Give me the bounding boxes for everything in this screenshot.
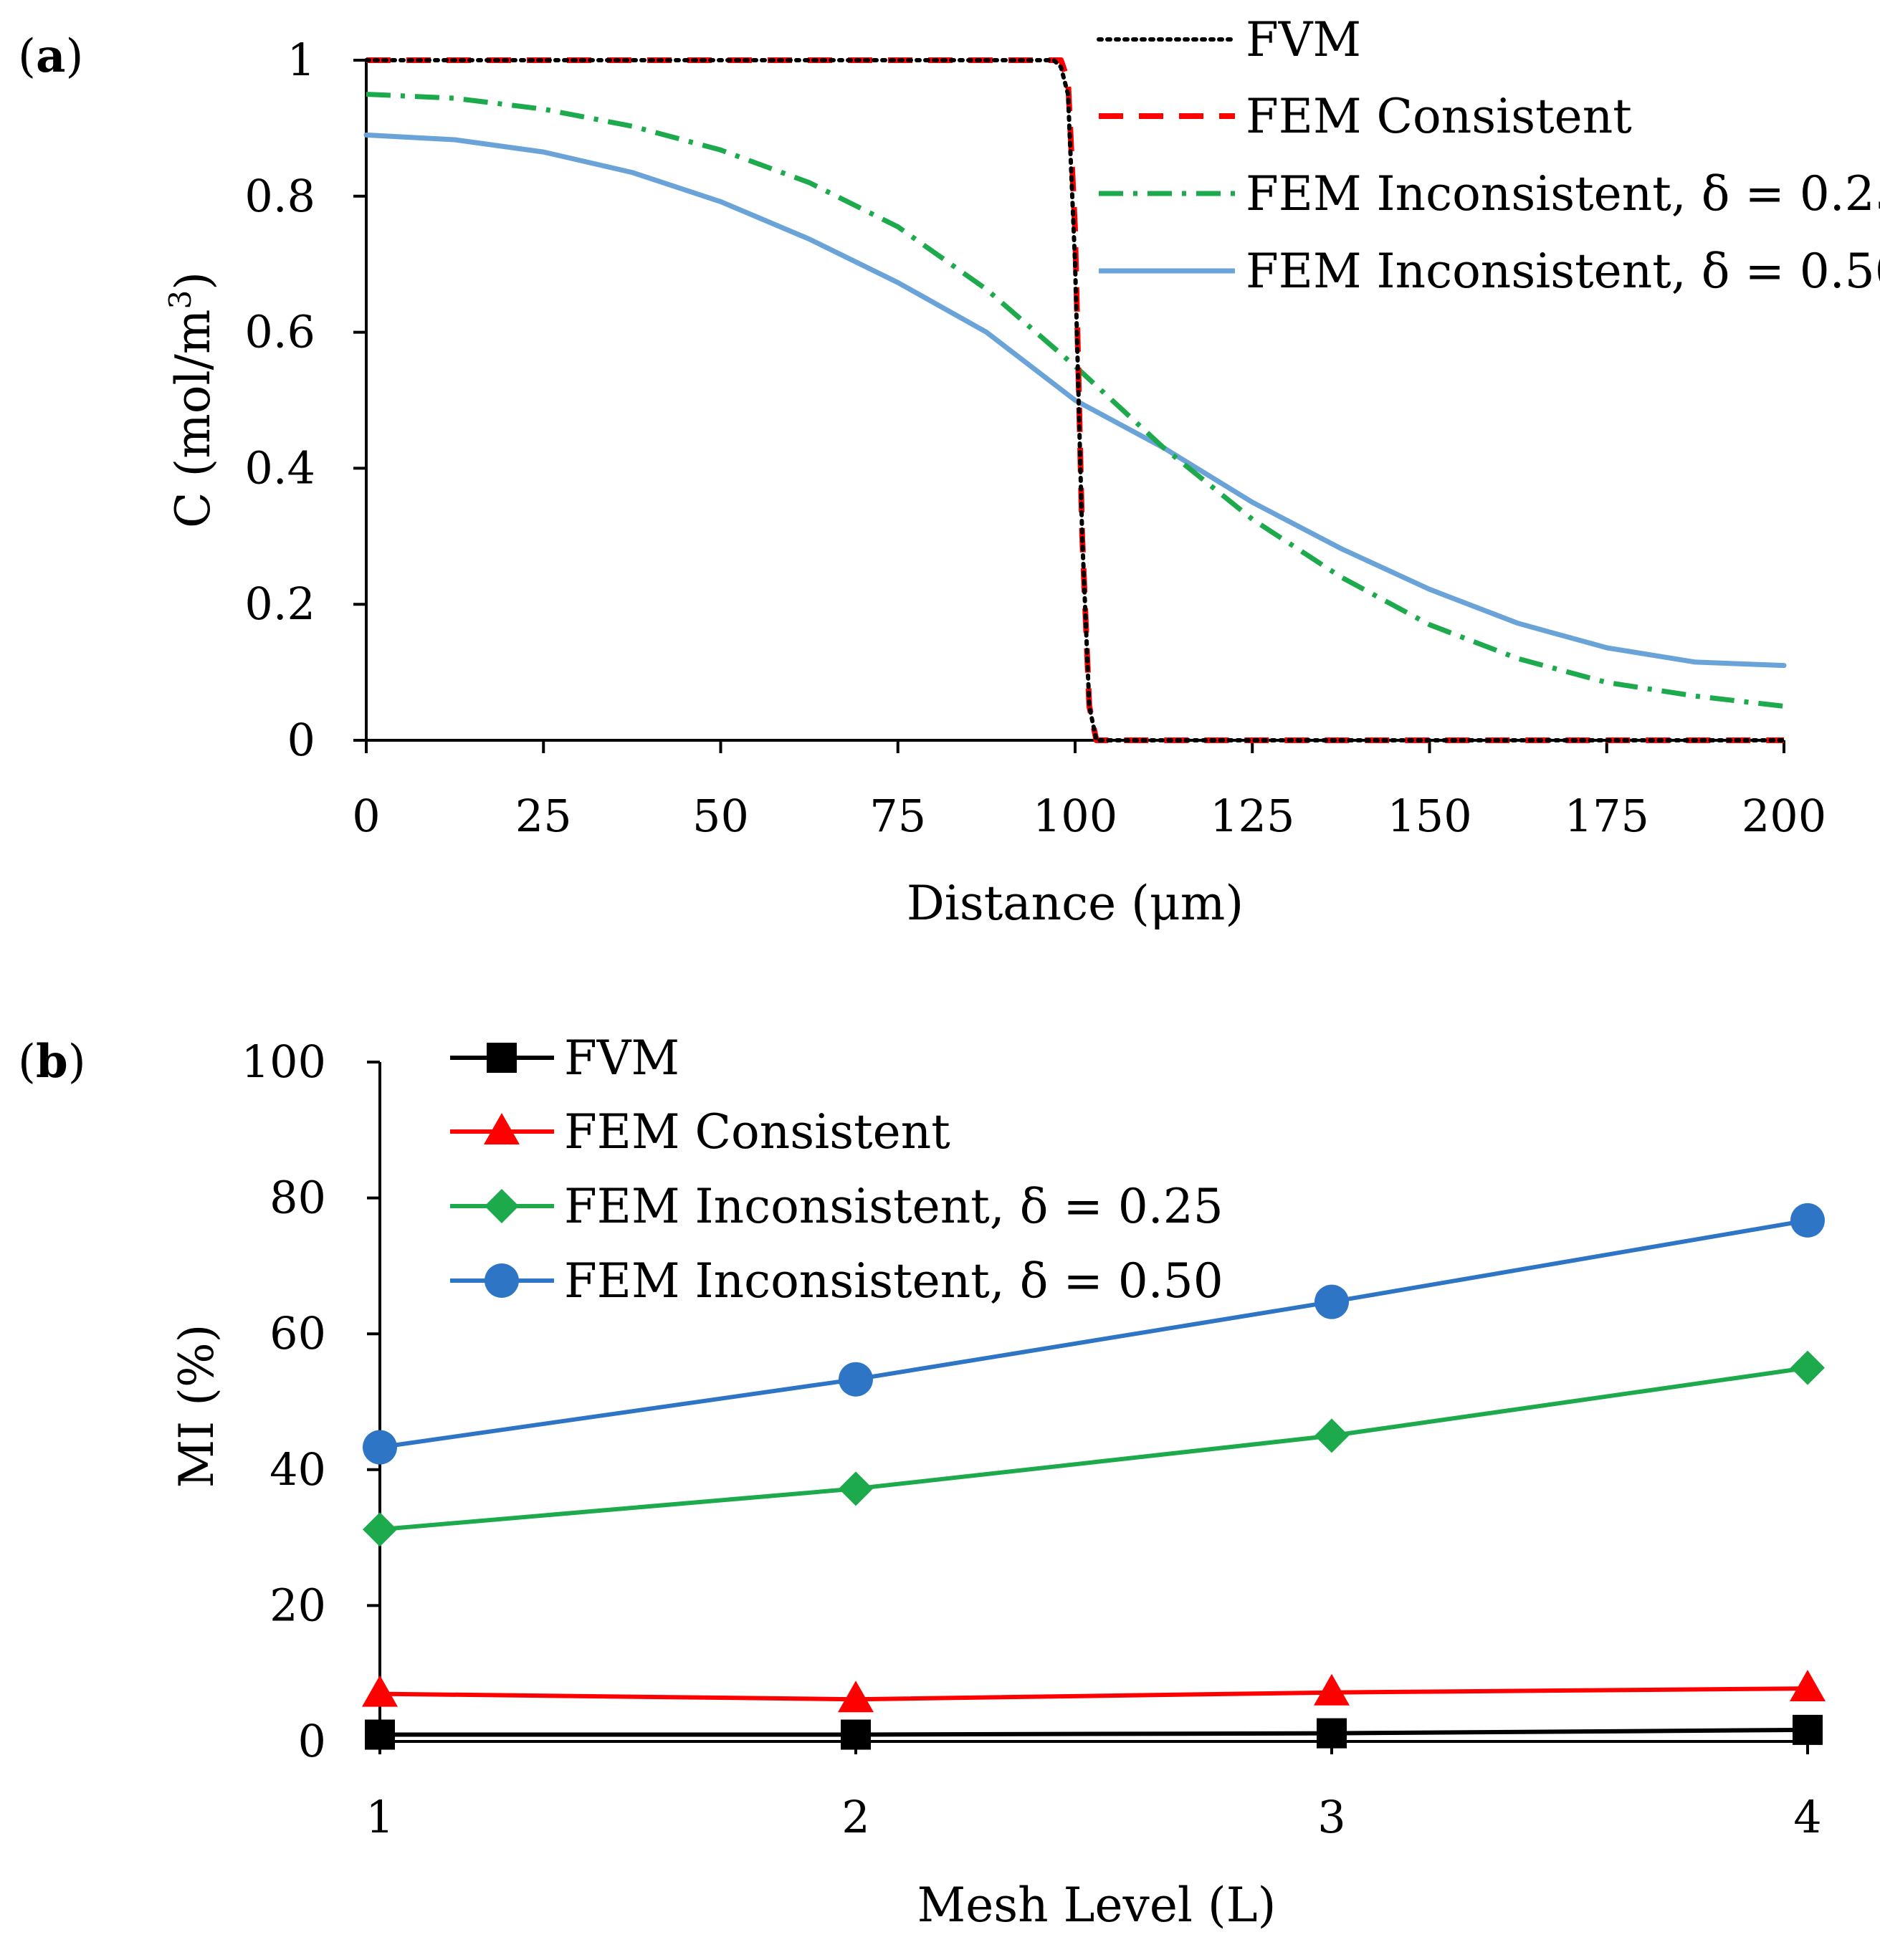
panel-b-point-fvm: [1793, 1714, 1823, 1745]
panel-a-y-tick-label: 0: [287, 714, 315, 766]
panel-a-y-axis-title-end: ): [166, 272, 221, 290]
panel-b-point-fem-inconsistent-delta-0-25: [363, 1512, 397, 1547]
panel-a-x-tick-label: 200: [1742, 790, 1826, 842]
panel-b-point-fem-inconsistent-delta-0-25: [839, 1471, 873, 1506]
panel-a-x-ticks: 0 25 50 75 100 125 150 175 200: [352, 740, 1826, 842]
panel-b-legend: FVM FEM Consistent FEM Inconsistent, δ = 0…: [450, 1031, 1223, 1309]
panel-b-x-ticks: 1 2 3 4: [366, 1741, 1822, 1843]
panel-b-x-tick-label: 2: [841, 1791, 869, 1843]
panel-b-point-fem-inconsistent-delta-0-50: [363, 1430, 397, 1465]
panel-b-legend-marker-fem-inconsistent-delta-0-25: [485, 1189, 519, 1223]
panel-b-x-tick-label: 1: [366, 1791, 393, 1843]
panel-b-x-tick-label: 4: [1793, 1791, 1821, 1843]
panel-a-y-axis-title: C (mol/m3): [163, 272, 221, 528]
panel-b-legend-label-fem-inconsistent-delta-0-50: FEM Inconsistent, δ = 0.50: [564, 1253, 1223, 1309]
panel-a-y-tick-label: 0.2: [244, 578, 315, 630]
panel-b-y-ticks: 0 20 40 60 80 100: [242, 1036, 380, 1767]
panel-b-label: (b): [18, 1035, 86, 1089]
panel-a-legend-label-fem-inconsistent-050: FEM Inconsistent, δ = 0.50: [1246, 244, 1880, 299]
panel-b-y-axis-title: MI (%): [169, 1324, 224, 1488]
panel-a-legend-label-fem-inconsistent-025: FEM Inconsistent, δ = 0.25: [1246, 166, 1880, 221]
panel-b-legend-label-fvm: FVM: [564, 1031, 679, 1086]
panel-b-legend-marker-fem-consistent: [484, 1113, 520, 1144]
panel-b-x-axis-title: Mesh Level (L): [917, 1878, 1277, 1933]
panel-b-series: [362, 1203, 1826, 1750]
panel-b-legend-marker-fem-inconsistent-delta-0-50: [485, 1263, 519, 1298]
panel-a-legend: FVM FEM Consistent FEM Inconsistent, δ =…: [1097, 12, 1880, 299]
panel-a-x-tick-label: 25: [515, 790, 572, 842]
panel-b: (b) 1 2 3 4 0 20 40 60 80 100 Mesh Level (L) MI …: [18, 1031, 1826, 1933]
panel-a-open-paren: (: [18, 30, 36, 83]
panel-b-y-tick-label: 100: [242, 1036, 326, 1088]
panel-b-point-fem-inconsistent-delta-0-25: [1314, 1418, 1349, 1453]
panel-b-point-fem-consistent: [1790, 1670, 1826, 1702]
panel-b-series-line-fem-inconsistent-delta-0-25: [379, 1365, 1808, 1532]
panel-a-letter: a: [36, 29, 65, 83]
panel-a-series-line-fem-inconsistent-delta-0-50: [363, 132, 1787, 669]
panel-b-point-fem-inconsistent-delta-0-50: [1790, 1203, 1825, 1238]
panel-a-x-tick-label: 50: [692, 790, 749, 842]
panel-b-point-fvm: [1317, 1718, 1347, 1749]
panel-a-y-tick-label: 1: [287, 34, 315, 86]
panel-b-point-fem-inconsistent-delta-0-50: [839, 1362, 873, 1397]
panel-a-legend-label-fem-consistent: FEM Consistent: [1246, 89, 1632, 144]
panel-a-y-axis-title-sup: 3: [163, 290, 198, 310]
panel-b-letter: b: [36, 1035, 68, 1089]
panel-b-series-line-fvm: [380, 1727, 1808, 1737]
panel-a-y-ticks: 0 0.2 0.4 0.6 0.8 1: [244, 34, 366, 766]
panel-b-y-tick-label: 40: [269, 1443, 326, 1496]
panel-a-x-tick-label: 175: [1565, 790, 1649, 842]
panel-a-y-tick-label: 0.6: [244, 306, 315, 358]
panel-b-legend-label-fem-consistent: FEM Consistent: [564, 1104, 950, 1160]
panel-a-x-tick-label: 150: [1387, 790, 1471, 842]
panel-a-y-axis-title-main: C (mol/m: [166, 310, 221, 528]
panel-b-y-tick-label: 20: [269, 1579, 326, 1631]
panel-b-point-fvm: [365, 1719, 395, 1750]
panel-b-series-line-fem-inconsistent-delta-0-50: [379, 1218, 1808, 1450]
panel-b-legend-marker-fvm: [487, 1043, 517, 1073]
panel-b-series-line-fem-consistent: [379, 1686, 1808, 1702]
panel-a-x-tick-label: 0: [352, 790, 380, 842]
panel-a-x-tick-label: 125: [1210, 790, 1294, 842]
panel-a-x-tick-label: 100: [1033, 790, 1117, 842]
panel-b-point-fem-inconsistent-delta-0-25: [1790, 1350, 1825, 1385]
panel-a-y-tick-label: 0.8: [244, 170, 315, 222]
panel-a-close-paren: ): [65, 30, 83, 83]
panel-b-point-fem-consistent: [362, 1675, 398, 1707]
panel-a-y-tick-label: 0.4: [244, 441, 315, 494]
panel-a-label: (a): [18, 29, 83, 83]
panel-a-x-tick-label: 75: [869, 790, 926, 842]
panel-b-x-tick-label: 3: [1317, 1791, 1345, 1843]
panel-a: (a) 0 25 50 75 100 125 150 175 200 0 0.2 0.4 0.6 0.8…: [18, 12, 1880, 931]
panel-b-point-fem-inconsistent-delta-0-50: [1314, 1284, 1349, 1319]
panel-b-legend-label-fem-inconsistent-delta-0-25: FEM Inconsistent, δ = 0.25: [564, 1179, 1223, 1234]
panel-a-series: [363, 57, 1787, 743]
panel-b-point-fem-consistent: [1314, 1673, 1350, 1706]
panel-b-point-fvm: [841, 1719, 871, 1750]
panel-a-legend-label-fvm: FVM: [1246, 12, 1361, 67]
panel-b-close-paren: ): [68, 1036, 86, 1089]
panel-b-y-tick-label: 60: [269, 1307, 326, 1359]
panel-b-open-paren: (: [18, 1036, 36, 1089]
panel-b-y-tick-label: 0: [298, 1715, 326, 1767]
panel-b-y-tick-label: 80: [269, 1172, 326, 1224]
panel-a-series-line-fvm: [364, 58, 1786, 742]
panel-a-x-axis-title: Distance (μm): [907, 876, 1244, 931]
panel-b-point-fem-consistent: [838, 1681, 874, 1713]
